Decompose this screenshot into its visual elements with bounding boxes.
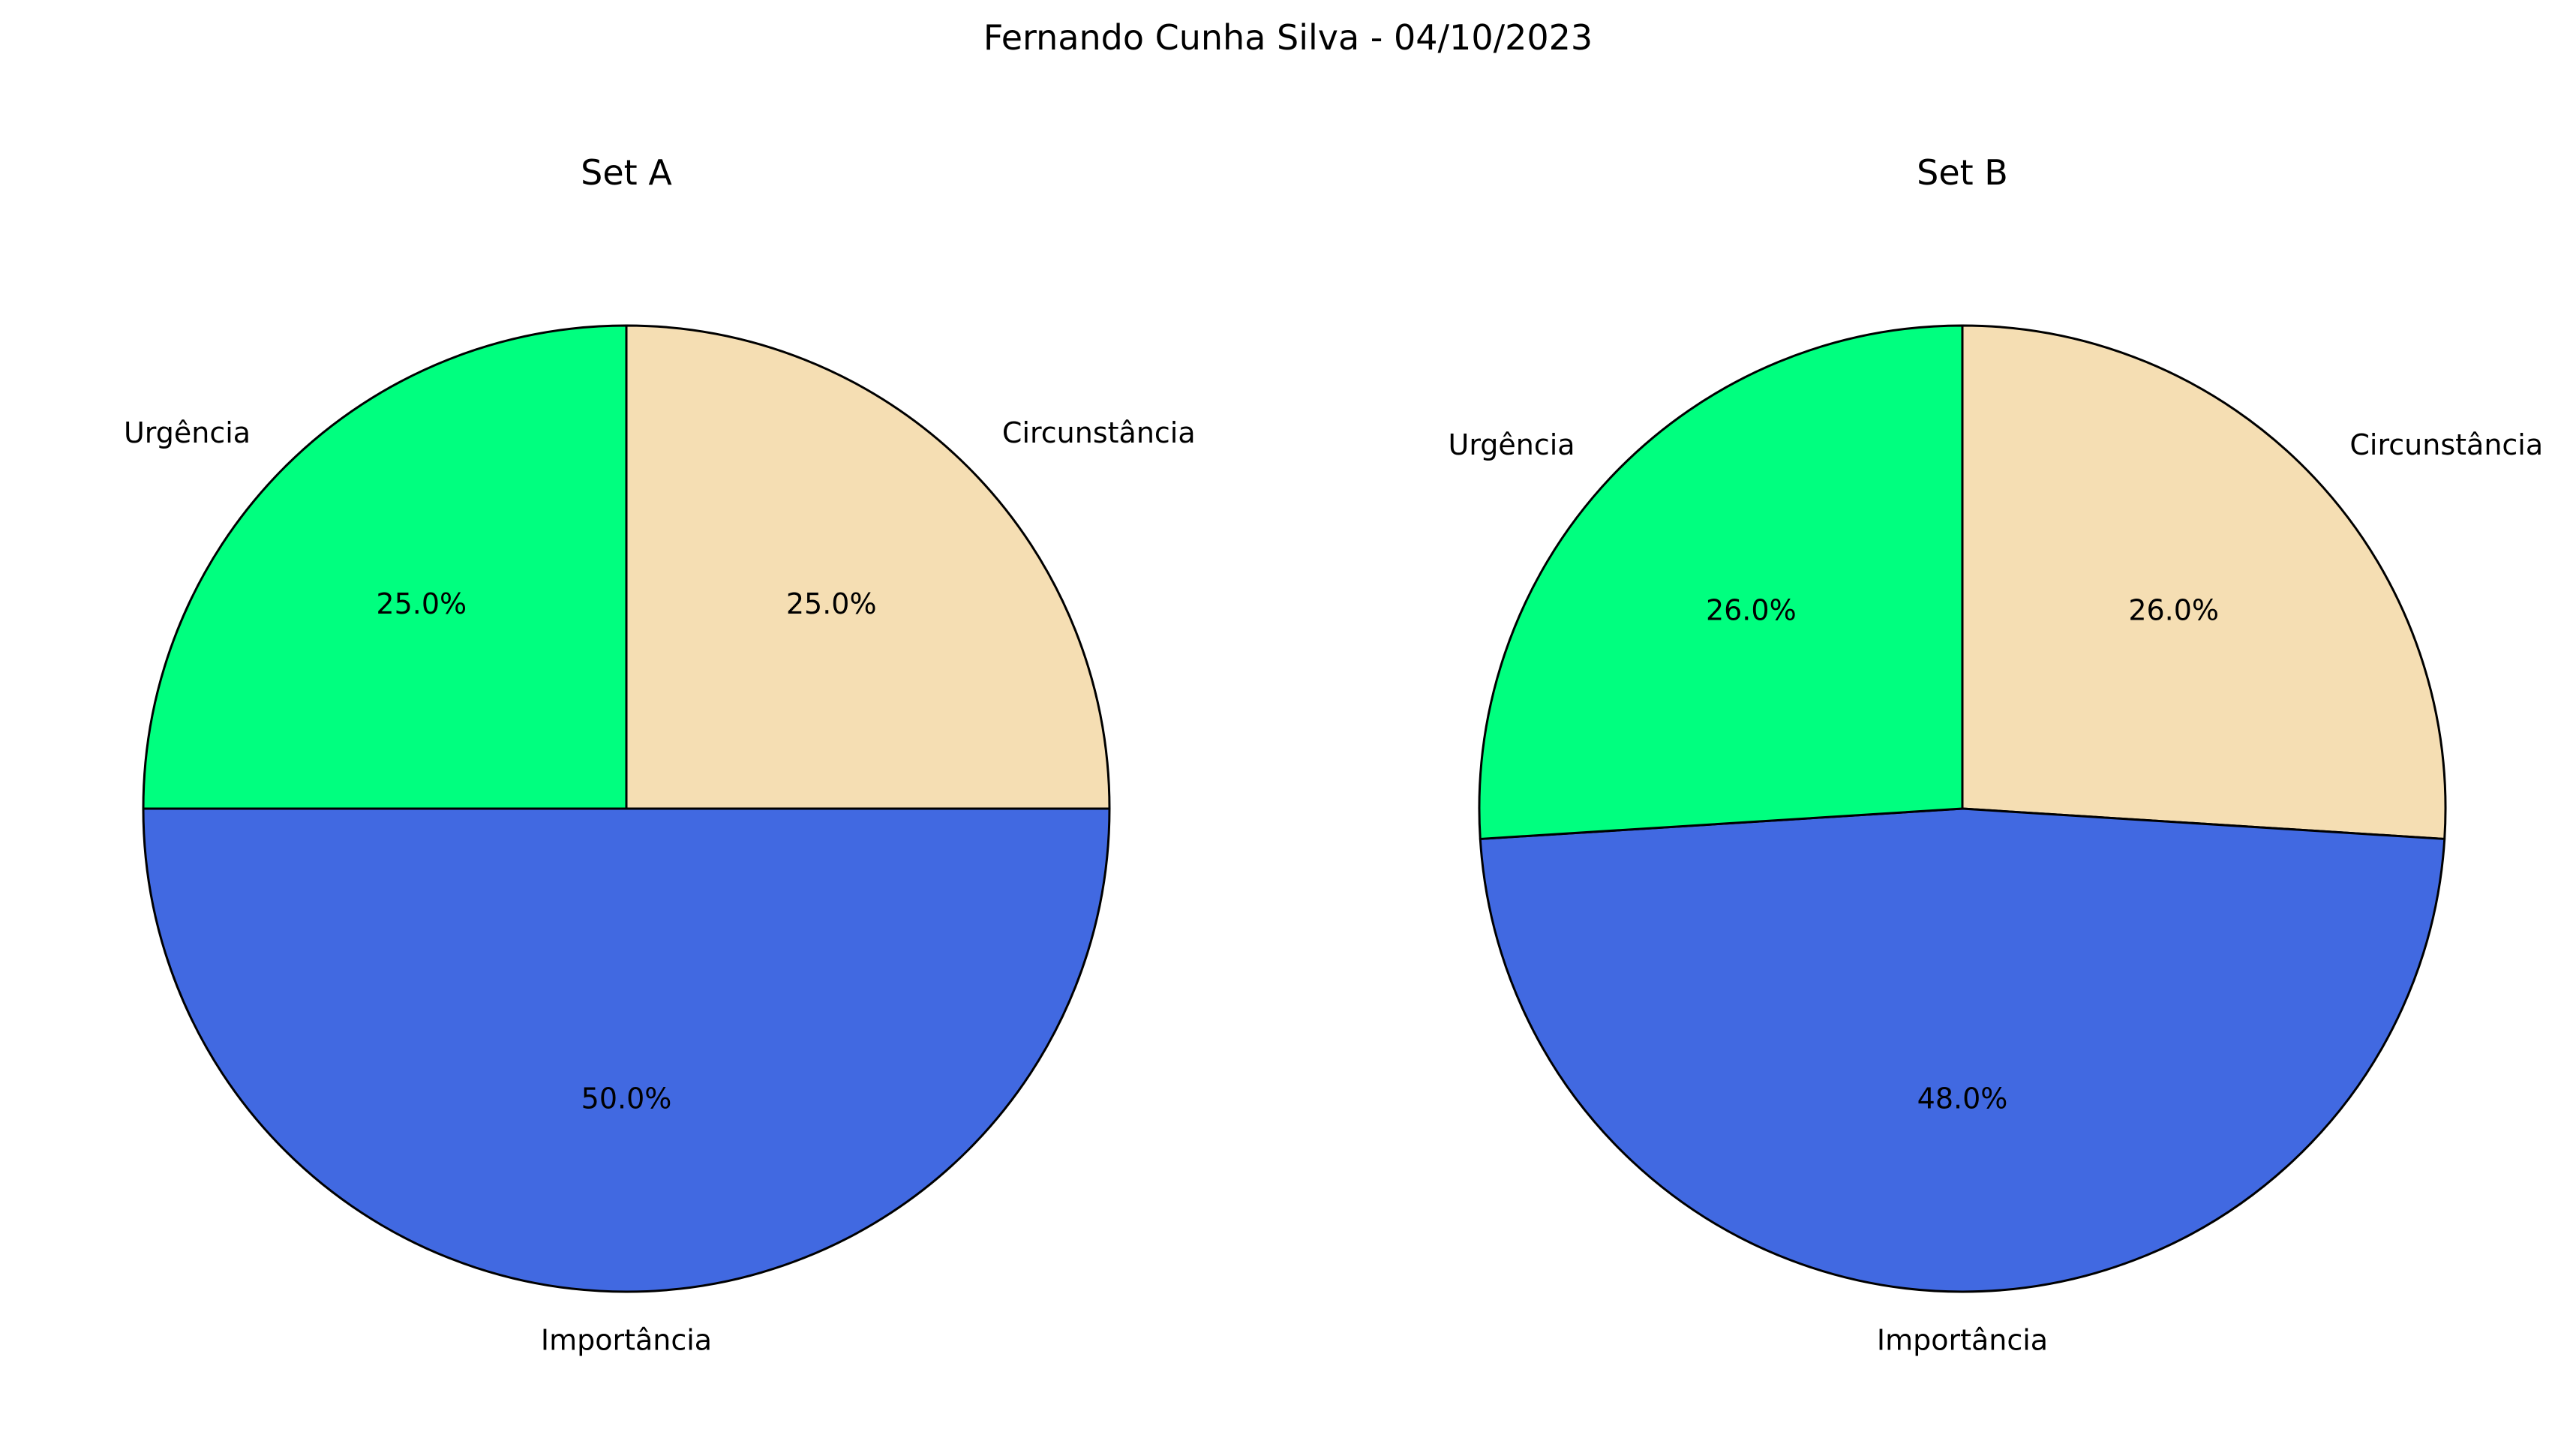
slice-label-importancia-set-a: Importância (541, 1323, 712, 1356)
pct-label-importancia-set-b: 48.0% (1917, 1082, 2008, 1115)
pie-slices-set-a (142, 324, 1111, 1293)
slice-label-circunstancia-set-a: Circunstância (1002, 416, 1196, 449)
pct-label-urgencia-set-b: 26.0% (1706, 593, 1797, 626)
pct-label-circunstancia-set-b: 26.0% (2128, 593, 2219, 626)
pie-slice-circunstancia-set-b (1961, 324, 2447, 840)
pie-title-set-b: Set B (1917, 152, 2008, 193)
pie-labels-set-b: Circunstância 26.0% Importância 48.0% Urgênc… (1449, 428, 2544, 1356)
pie-slice-urgencia-set-a (142, 324, 628, 810)
pie-chart-set-a: Set A Circunstância 25.0% Importância 50.0%… (124, 152, 1196, 1356)
pie-slice-urgencia-set-b (1478, 324, 1964, 840)
slice-label-urgencia-set-a: Urgência (124, 416, 251, 449)
pie-slice-importancia-set-b (1479, 807, 2446, 1293)
figure-title: Fernando Cunha Silva - 04/10/2023 (983, 17, 1593, 58)
pie-slices-set-b (1478, 324, 2447, 1293)
pct-label-importancia-set-a: 50.0% (581, 1082, 672, 1115)
pct-label-urgencia-set-a: 25.0% (376, 587, 467, 620)
slice-label-urgencia-set-b: Urgência (1449, 428, 1575, 461)
pie-title-set-a: Set A (581, 152, 672, 193)
pie-slice-circunstancia-set-a (625, 324, 1111, 810)
pct-label-circunstancia-set-a: 25.0% (786, 587, 877, 620)
pie-slice-importancia-set-a (142, 807, 1111, 1293)
slice-label-circunstancia-set-b: Circunstância (2349, 428, 2543, 461)
pie-chart-set-b: Set B Circunstância 26.0% Importância 48.0%… (1449, 152, 2544, 1356)
slice-label-importancia-set-b: Importância (1877, 1323, 2048, 1356)
pie-labels-set-a: Circunstância 25.0% Importância 50.0% Urgênc… (124, 416, 1196, 1356)
